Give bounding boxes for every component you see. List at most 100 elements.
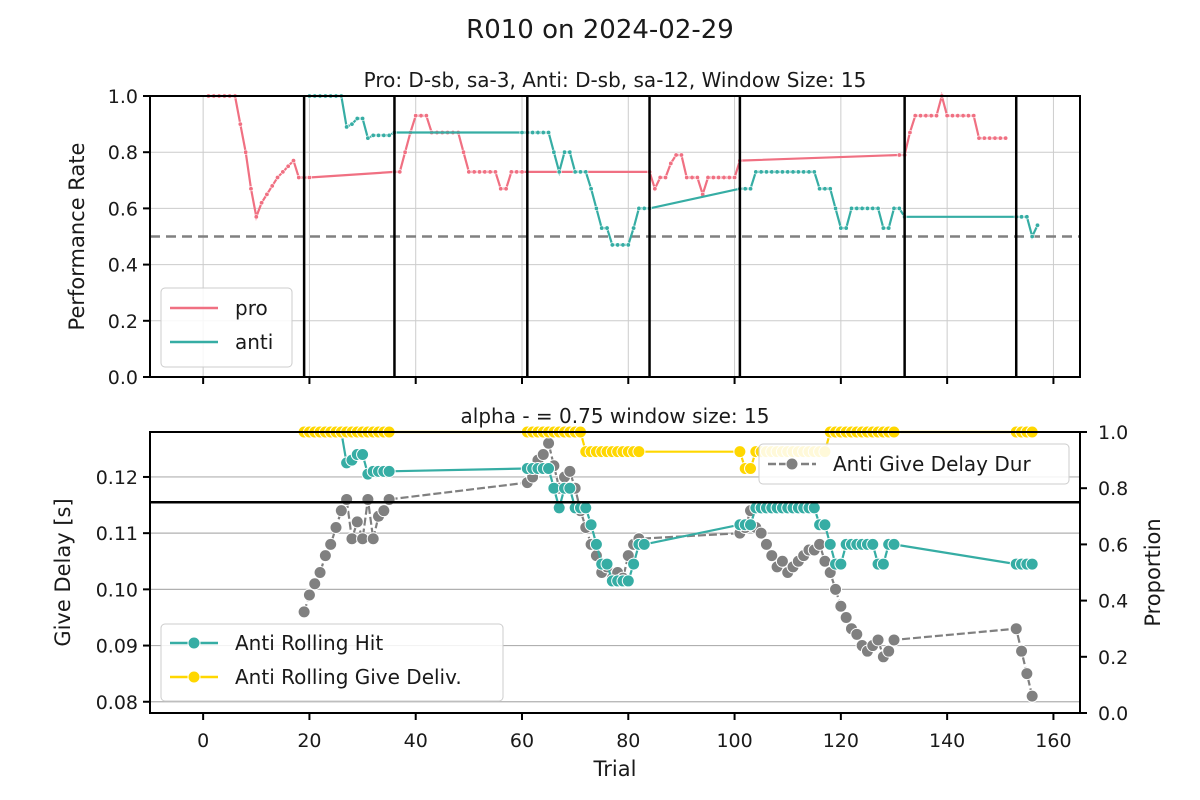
x-tick-label: 60 [510, 730, 534, 752]
data-point-pro [476, 169, 482, 175]
data-point-pro [243, 149, 249, 155]
data-point-anti [827, 186, 833, 192]
data-point-pro [716, 174, 722, 180]
data-point-pro [912, 113, 918, 119]
data-point-pro [997, 135, 1003, 141]
data-point-pro [264, 191, 270, 197]
y-right-tick-label: 0.8 [1098, 478, 1128, 500]
data-point-anti [540, 130, 546, 136]
data-point-anti [1029, 234, 1035, 240]
data-point-1 [382, 464, 396, 478]
legend-box [160, 287, 293, 368]
data-point-anti [625, 242, 631, 248]
data-point-pro [987, 135, 993, 141]
data-point-anti [880, 225, 886, 231]
data-point-pro [237, 121, 243, 127]
legend-box [758, 443, 1070, 485]
data-point-1 [621, 574, 635, 588]
data-point-pro [960, 113, 966, 119]
data-point-0 [871, 633, 885, 647]
data-point-1 [744, 518, 758, 532]
data-point-1 [866, 537, 880, 551]
data-point-pro [508, 169, 514, 175]
data-point-anti [386, 132, 392, 138]
data-point-pro [259, 200, 265, 206]
data-point-pro [269, 183, 275, 189]
data-point-pro [662, 174, 668, 180]
y-right-tick-label: 0.2 [1098, 647, 1128, 669]
data-point-0 [759, 537, 773, 551]
data-point-anti [886, 225, 892, 231]
legend-label-pro: pro [235, 296, 268, 320]
data-point-0 [765, 549, 779, 563]
data-point-anti [790, 169, 796, 175]
data-point-pro [976, 135, 982, 141]
data-point-pro [684, 174, 690, 180]
x-tick-label: 140 [929, 730, 965, 752]
data-point-pro [306, 174, 312, 180]
x-axis-label: Trial [593, 757, 637, 781]
data-point-anti [753, 169, 759, 175]
data-point-anti [854, 205, 860, 211]
data-point-2 [744, 462, 758, 476]
data-point-pro [253, 214, 259, 220]
data-point-pro [923, 113, 929, 119]
panel-title: alpha - = 0.75 window size: 15 [461, 404, 770, 428]
data-point-1 [356, 447, 370, 461]
data-point-pro [482, 169, 488, 175]
data-point-anti [779, 169, 785, 175]
x-tick-label: 80 [616, 730, 640, 752]
legend-lower-left: Anti Rolling Hit Anti Rolling Give Deliv. [160, 623, 504, 702]
data-point-pro [402, 149, 408, 155]
data-point-anti [859, 205, 865, 211]
y-tick-label: 0.2 [108, 311, 138, 333]
data-point-1 [876, 557, 890, 571]
data-point-pro [296, 174, 302, 180]
data-point-1 [887, 537, 901, 551]
data-point-anti [370, 132, 376, 138]
data-point-anti [588, 186, 594, 192]
data-point-0 [302, 588, 316, 602]
data-point-anti [875, 205, 881, 211]
performance-rate-panel: 0.0 0.2 0.4 0.6 0.8 1.0 Pro: D-sb, sa-3, Anti:… [65, 68, 1081, 389]
data-point-1 [637, 537, 651, 551]
data-point-anti [758, 169, 764, 175]
data-point-anti [556, 169, 562, 175]
data-point-anti [381, 132, 387, 138]
data-point-1 [627, 557, 641, 571]
data-point-anti [801, 169, 807, 175]
data-point-anti [1019, 214, 1025, 220]
data-point-anti [817, 186, 823, 192]
y-right-tick-label: 0.6 [1098, 534, 1128, 556]
data-point-0 [1009, 622, 1023, 636]
data-point-0 [340, 492, 354, 506]
data-point-anti [833, 205, 839, 211]
data-point-pro [705, 174, 711, 180]
data-point-pro [971, 113, 977, 119]
data-point-pro [514, 169, 520, 175]
data-point-anti [795, 169, 801, 175]
data-point-pro [397, 169, 403, 175]
data-point-1 [823, 537, 837, 551]
y-right-tick-label: 0.0 [1098, 703, 1128, 725]
legend-marker-2 [187, 670, 201, 684]
data-point-0 [324, 537, 338, 551]
y-axis-label: Give Delay [s] [51, 498, 75, 646]
data-point-0 [334, 504, 348, 518]
x-tick-label: 40 [404, 730, 428, 752]
data-point-1 [834, 557, 848, 571]
data-point-pro [907, 130, 913, 136]
data-point-anti [349, 121, 355, 127]
data-point-anti [615, 242, 621, 248]
data-point-2 [632, 445, 646, 459]
data-point-anti [609, 242, 615, 248]
data-point-anti [577, 169, 583, 175]
legend-upper-right: Anti Give Delay Dur [758, 443, 1070, 485]
y-tick-label: 1.0 [108, 86, 138, 108]
data-point-1 [600, 557, 614, 571]
data-point-1 [552, 501, 566, 515]
data-point-anti [774, 169, 780, 175]
y-right-tick-label: 0.4 [1098, 591, 1128, 613]
data-point-pro [944, 113, 950, 119]
data-point-1 [584, 518, 598, 532]
